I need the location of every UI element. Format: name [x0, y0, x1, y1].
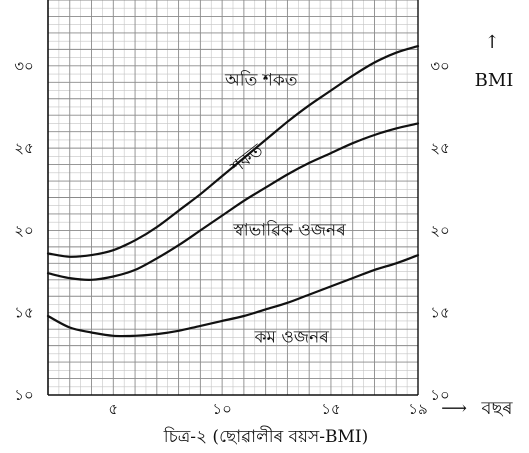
y-tick-label-left: ২০: [14, 221, 34, 239]
x-tick-label: ১০: [212, 400, 232, 418]
y-tick-label-right: ৩০: [430, 57, 450, 75]
y-tick-label-right: ২৫: [430, 139, 450, 157]
category-label: স্বাভাৱিক ওজনৰ: [232, 219, 346, 240]
axes: [47, 0, 419, 396]
bmi-curve: [46, 45, 420, 258]
y-tick-label-left: ১০: [14, 386, 34, 404]
chart-title: চিত্ৰ-২ (ছোৱালীৰ বয়স-BMI): [163, 426, 369, 447]
x-tick-label: ১৫: [321, 400, 340, 418]
x-axis-label: বছৰ: [480, 398, 513, 419]
bmi-curve: [46, 254, 420, 338]
x-axis-arrow: ⟶: [441, 398, 467, 419]
bmi-curves: [46, 45, 420, 338]
y-tick-label-left: ৩০: [14, 57, 34, 75]
y-tick-labels-right: ১০ ১৫ ২০ ২৫ ৩০: [430, 57, 450, 404]
y-axis-arrow: ↑: [484, 32, 499, 53]
bmi-curve: [46, 122, 420, 281]
y-tick-label-right: ১৫: [430, 304, 449, 322]
x-tick-labels: ৫ ১০ ১৫ ১৯: [108, 400, 427, 418]
y-axis-label: BMI: [475, 70, 514, 91]
y-tick-labels-left: ১০ ১৫ ২০ ২৫ ৩০: [14, 57, 34, 404]
x-tick-label: ৫: [108, 400, 118, 418]
x-tick-label: ১৯: [408, 400, 427, 418]
category-label: কম ওজনৰ: [254, 327, 330, 347]
y-tick-label-left: ২৫: [14, 139, 34, 157]
y-tick-label-left: ১৫: [14, 304, 33, 322]
y-tick-label-right: ২০: [430, 221, 450, 239]
category-label: অতি শকত: [224, 70, 298, 91]
y-tick-label-right: ১০: [430, 386, 450, 404]
